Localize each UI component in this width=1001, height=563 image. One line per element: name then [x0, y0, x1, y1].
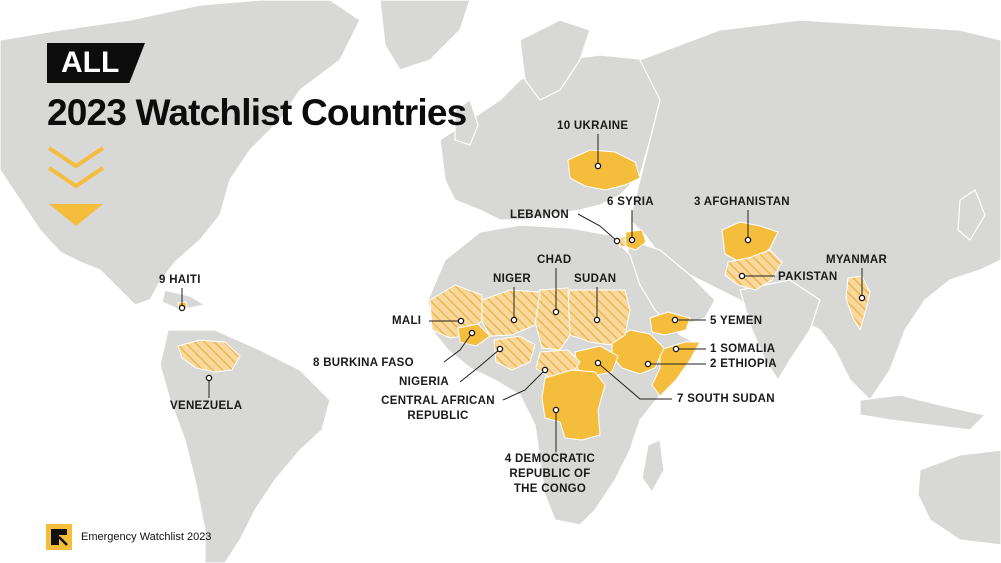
- irc-logo-icon: [46, 524, 72, 550]
- label-south-sudan: 7 SOUTH SUDAN: [677, 393, 775, 405]
- country-yemen: [649, 311, 691, 336]
- country-nigeria: [493, 335, 536, 371]
- dot-ukraine: [594, 162, 602, 170]
- country-drc: [541, 369, 606, 441]
- leader-burkina-faso: [443, 332, 473, 363]
- dot-niger: [510, 316, 518, 324]
- highlighted-countries: [177, 149, 871, 441]
- country-somalia: [651, 341, 701, 397]
- label-venezuela: VENEZUELA: [170, 400, 243, 412]
- label-somalia: 1 SOMALIA: [710, 343, 776, 355]
- country-chad: [534, 287, 571, 351]
- dot-drc: [552, 406, 560, 414]
- marker-dots: [178, 162, 866, 414]
- dot-chad: [552, 308, 560, 316]
- country-lebanon: [618, 235, 627, 248]
- land-india: [739, 279, 821, 382]
- country-venezuela: [177, 339, 241, 373]
- label-ethiopia: 2 ETHIOPIA: [710, 358, 777, 370]
- label-lebanon: LEBANON: [510, 209, 569, 221]
- label-syria: 6 SYRIA: [607, 196, 654, 208]
- label-yemen: 5 YEMEN: [710, 315, 763, 327]
- footer-text: Emergency Watchlist 2023: [81, 531, 212, 543]
- dot-mali: [457, 317, 465, 325]
- land-madagascar: [641, 439, 665, 494]
- label-afghanistan: 3 AFGHANISTAN: [694, 196, 790, 208]
- leader-car: [502, 369, 546, 401]
- dot-haiti: [178, 304, 186, 312]
- dot-venezuela: [205, 374, 213, 382]
- label-sudan: SUDAN: [574, 273, 617, 285]
- dot-burkina-faso: [468, 329, 476, 337]
- label-nigeria: NIGERIA: [399, 376, 450, 388]
- label-myanmar: MYANMAR: [826, 254, 888, 266]
- footer: Emergency Watchlist 2023: [46, 524, 211, 550]
- land-indonesia: [859, 394, 987, 431]
- land-australia: [917, 449, 1001, 546]
- dot-south-sudan: [594, 359, 602, 367]
- triple-chevron-down-icon: [47, 146, 105, 226]
- land-caribbean: [161, 289, 207, 311]
- leader-south-sudan: [597, 362, 672, 400]
- category-tag: ALL: [47, 43, 145, 83]
- land-south-america: [159, 329, 331, 563]
- label-haiti: 9 HAITI: [159, 274, 201, 286]
- label-chad: CHAD: [537, 254, 572, 266]
- label-car: CENTRAL AFRICAN REPUBLIC: [381, 395, 495, 422]
- land-japan: [957, 189, 986, 241]
- dot-lebanon: [613, 237, 621, 245]
- page-title: 2023 Watchlist Countries: [47, 92, 467, 133]
- dot-sudan: [593, 316, 601, 324]
- label-pakistan: PAKISTAN: [778, 271, 838, 283]
- label-ukraine: 10 UKRAINE: [557, 120, 629, 132]
- country-ukraine: [567, 149, 641, 191]
- dot-syria: [628, 236, 636, 244]
- label-burkina-faso: 8 BURKINA FASO: [313, 357, 414, 369]
- label-drc: 4 DEMOCRATIC REPUBLIC OF THE CONGO: [504, 453, 596, 495]
- dot-yemen: [671, 316, 679, 324]
- country-pakistan: [724, 249, 783, 291]
- land-scandinavia: [519, 19, 591, 101]
- dot-somalia: [672, 345, 680, 353]
- label-mali: MALI: [392, 315, 422, 327]
- country-myanmar: [845, 275, 871, 332]
- dot-car: [541, 366, 549, 374]
- label-niger: NIGER: [493, 273, 531, 285]
- leader-nigeria: [459, 348, 501, 383]
- leader-lines: [181, 134, 863, 452]
- dot-nigeria: [496, 345, 504, 353]
- dot-myanmar: [858, 294, 866, 302]
- land-greenland: [379, 0, 471, 71]
- dot-afghanistan: [744, 236, 752, 244]
- leader-lebanon: [577, 213, 618, 242]
- dot-ethiopia: [644, 360, 652, 368]
- dot-pakistan: [738, 272, 746, 280]
- land-uk: [454, 99, 479, 146]
